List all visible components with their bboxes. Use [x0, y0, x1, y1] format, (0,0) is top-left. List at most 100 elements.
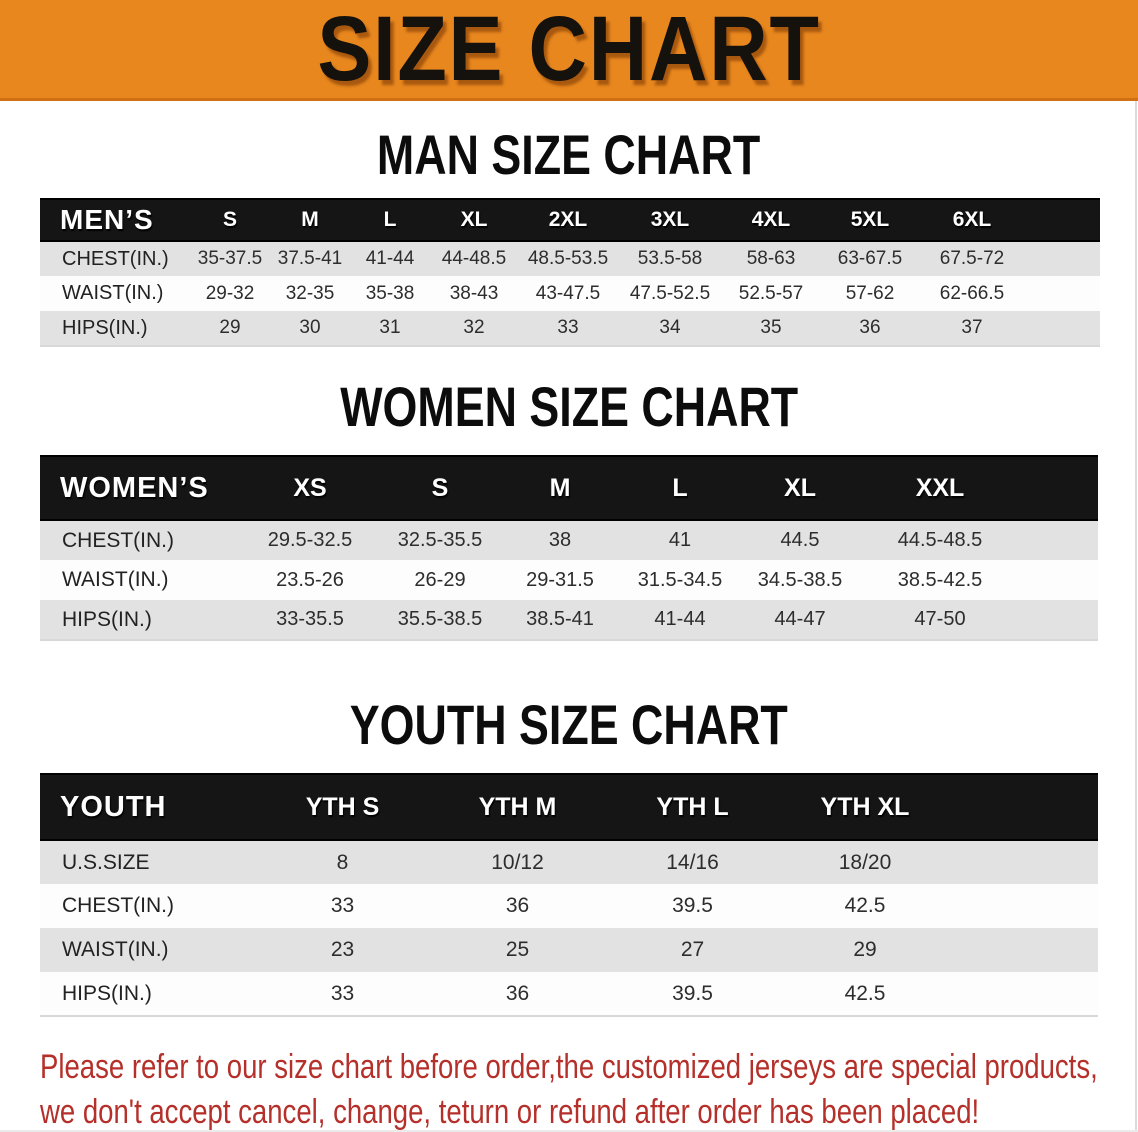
group-label: MEN’S — [40, 198, 190, 242]
spacer-cell — [950, 884, 1098, 928]
size-value-cell: 42.5 — [780, 884, 950, 928]
size-column-header: M — [500, 455, 620, 521]
spacer-cell — [1024, 198, 1100, 242]
size-value-cell: 29-32 — [190, 276, 270, 311]
size-value-cell: 29 — [190, 311, 270, 347]
size-column-header: 6XL — [920, 198, 1024, 242]
row-label: CHEST(IN.) — [40, 884, 255, 928]
size-column-header: 4XL — [722, 198, 820, 242]
size-column-header: XS — [240, 455, 380, 521]
size-value-cell: 34 — [618, 311, 722, 347]
size-value-cell: 41-44 — [350, 240, 430, 276]
size-value-cell: 8 — [255, 839, 430, 884]
size-value-cell: 63-67.5 — [820, 240, 920, 276]
size-column-header: L — [620, 455, 740, 521]
size-value-cell: 44.5-48.5 — [860, 519, 1020, 560]
size-value-cell: 44.5 — [740, 519, 860, 560]
size-value-cell: 41-44 — [620, 600, 740, 641]
size-column-header: XXL — [860, 455, 1020, 521]
size-value-cell: 53.5-58 — [618, 240, 722, 276]
size-column-header: S — [380, 455, 500, 521]
size-value-cell: 32-35 — [270, 276, 350, 311]
size-value-cell: 44-48.5 — [430, 240, 518, 276]
group-label: YOUTH — [40, 773, 255, 841]
size-value-cell: 26-29 — [380, 560, 500, 600]
size-value-cell: 58-63 — [722, 240, 820, 276]
spacer-cell — [1024, 276, 1100, 311]
size-column-header: 5XL — [820, 198, 920, 242]
size-header-row: WOMEN’S XS S M L XL XXL — [40, 455, 1098, 521]
spacer-cell — [950, 972, 1098, 1017]
size-value-cell: 36 — [430, 972, 605, 1017]
image-right-edge — [1135, 101, 1137, 1132]
size-column-header: S — [190, 198, 270, 242]
size-value-cell: 23.5-26 — [240, 560, 380, 600]
size-header-row: YOUTH YTH S YTH M YTH L YTH XL — [40, 773, 1098, 841]
size-value-cell: 47-50 — [860, 600, 1020, 641]
size-value-cell: 36 — [820, 311, 920, 347]
size-value-cell: 27 — [605, 928, 780, 972]
measurement-row: WAIST(IN.) 23 25 27 29 — [40, 928, 1098, 972]
spacer-cell — [950, 773, 1098, 841]
row-label: WAIST(IN.) — [40, 276, 190, 311]
size-value-cell: 35 — [722, 311, 820, 347]
measurement-row: WAIST(IN.) 23.5-26 26-29 29-31.5 31.5-34.5 34… — [40, 560, 1098, 600]
disclaimer: Please refer to our size chart before or… — [0, 1045, 1138, 1132]
size-column-header: YTH L — [605, 773, 780, 841]
size-value-cell: 10/12 — [430, 839, 605, 884]
size-column-header: YTH S — [255, 773, 430, 841]
size-value-cell: 33 — [255, 972, 430, 1017]
size-value-cell: 30 — [270, 311, 350, 347]
row-label: WAIST(IN.) — [40, 928, 255, 972]
size-value-cell: 38.5-41 — [500, 600, 620, 641]
size-value-cell: 38-43 — [430, 276, 518, 311]
spacer-cell — [1020, 519, 1098, 560]
page-title: SIZE CHART — [317, 0, 821, 100]
size-value-cell: 38 — [500, 519, 620, 560]
women-section-heading-text: WOMEN SIZE CHART — [340, 375, 798, 438]
spacer-cell — [1024, 311, 1100, 347]
man-section-heading-text: MAN SIZE CHART — [377, 123, 761, 186]
measurement-row: CHEST(IN.) 35-37.5 37.5-41 41-44 44-48.5 48.5… — [40, 240, 1100, 276]
size-value-cell: 32 — [430, 311, 518, 347]
youth-section-heading: YOUTH SIZE CHART — [0, 697, 1138, 753]
man-section-heading: MAN SIZE CHART — [0, 127, 1138, 183]
size-value-cell: 52.5-57 — [722, 276, 820, 311]
size-value-cell: 38.5-42.5 — [860, 560, 1020, 600]
size-value-cell: 29.5-32.5 — [240, 519, 380, 560]
size-value-cell: 33-35.5 — [240, 600, 380, 641]
size-value-cell: 14/16 — [605, 839, 780, 884]
youth-size-table: YOUTH YTH S YTH M YTH L YTH XL U.S.SIZE 8 10/12… — [40, 773, 1098, 1017]
row-label: WAIST(IN.) — [40, 560, 240, 600]
row-label: U.S.SIZE — [40, 839, 255, 884]
men-size-table: MEN’S S M L XL 2XL 3XL 4XL 5XL 6XL CHEST(IN.) 35-37… — [40, 198, 1100, 347]
row-label: HIPS(IN.) — [40, 311, 190, 347]
measurement-row: HIPS(IN.) 33 36 39.5 42.5 — [40, 972, 1098, 1017]
row-label: CHEST(IN.) — [40, 519, 240, 560]
size-value-cell: 37 — [920, 311, 1024, 347]
spacer-cell — [1020, 455, 1098, 521]
row-label: CHEST(IN.) — [40, 240, 190, 276]
size-value-cell: 44-47 — [740, 600, 860, 641]
size-value-cell: 31.5-34.5 — [620, 560, 740, 600]
group-label: WOMEN’S — [40, 455, 240, 521]
size-column-header: YTH M — [430, 773, 605, 841]
size-value-cell: 29-31.5 — [500, 560, 620, 600]
size-value-cell: 42.5 — [780, 972, 950, 1017]
size-header-row: MEN’S S M L XL 2XL 3XL 4XL 5XL 6XL — [40, 198, 1100, 242]
size-column-header: M — [270, 198, 350, 242]
size-value-cell: 67.5-72 — [920, 240, 1024, 276]
size-value-cell: 18/20 — [780, 839, 950, 884]
women-section-heading: WOMEN SIZE CHART — [0, 379, 1138, 435]
size-value-cell: 31 — [350, 311, 430, 347]
size-column-header: XL — [740, 455, 860, 521]
size-value-cell: 29 — [780, 928, 950, 972]
size-value-cell: 37.5-41 — [270, 240, 350, 276]
row-label: HIPS(IN.) — [40, 600, 240, 641]
size-value-cell: 34.5-38.5 — [740, 560, 860, 600]
disclaimer-line-2-text: we don't accept cancel, change, teturn o… — [40, 1093, 980, 1131]
measurement-row: WAIST(IN.) 29-32 32-35 35-38 38-43 43-47.5 47.… — [40, 276, 1100, 311]
spacer-cell — [1020, 560, 1098, 600]
spacer-cell — [1020, 600, 1098, 641]
